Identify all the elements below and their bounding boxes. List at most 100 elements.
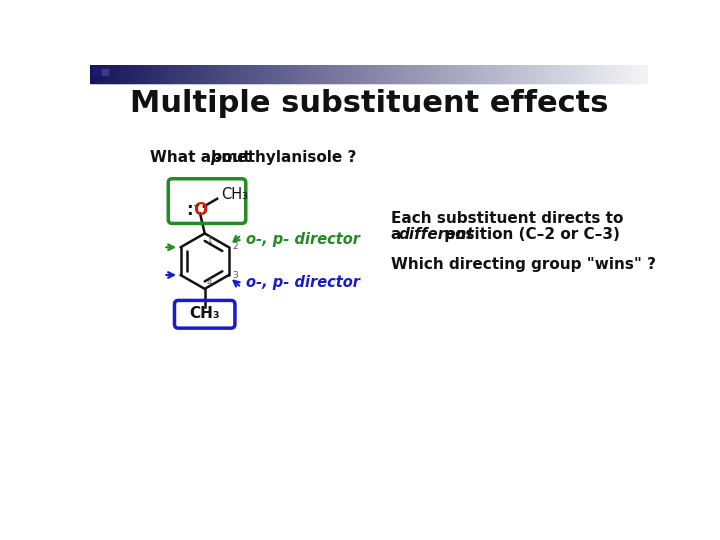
Bar (252, 65, 254, 83)
Bar (536, 65, 539, 83)
Bar (475, 65, 477, 83)
Bar (428, 65, 431, 83)
Bar (633, 65, 636, 83)
Bar (343, 65, 346, 83)
Bar (207, 65, 210, 83)
Bar (626, 65, 629, 83)
Bar (552, 65, 554, 83)
Bar (598, 65, 600, 83)
Bar (390, 65, 392, 83)
Bar (199, 65, 202, 83)
Bar (624, 65, 626, 83)
Bar (259, 65, 262, 83)
Bar (367, 65, 370, 83)
Bar (163, 65, 165, 83)
Bar (639, 65, 642, 83)
Bar (579, 65, 582, 83)
Bar (125, 65, 128, 83)
Bar (140, 65, 143, 83)
Bar (129, 65, 132, 83)
Bar (529, 65, 531, 83)
Bar (527, 65, 530, 83)
Bar (101, 65, 104, 83)
Bar (414, 65, 416, 83)
Bar (150, 65, 152, 83)
Bar (358, 65, 361, 83)
Bar (256, 65, 258, 83)
Bar (486, 65, 489, 83)
Bar (419, 65, 422, 83)
Bar (378, 65, 381, 83)
Bar (122, 65, 125, 83)
Bar (644, 65, 647, 83)
Bar (559, 65, 562, 83)
Bar (351, 65, 353, 83)
Bar (345, 65, 348, 83)
Bar (606, 65, 608, 83)
Bar (339, 65, 342, 83)
Bar (220, 65, 222, 83)
Bar (211, 65, 214, 83)
Bar (440, 65, 442, 83)
Text: -methylanisole ?: -methylanisole ? (215, 150, 356, 165)
Bar (244, 65, 247, 83)
Bar (481, 65, 483, 83)
Bar (96, 65, 98, 83)
Bar (596, 65, 598, 83)
Bar (237, 65, 240, 83)
Bar (445, 65, 448, 83)
Text: What about: What about (150, 150, 256, 165)
Bar (336, 65, 338, 83)
Bar (332, 65, 334, 83)
Bar (265, 65, 267, 83)
Bar (611, 65, 613, 83)
Bar (553, 65, 556, 83)
Text: p: p (210, 150, 221, 165)
Bar (102, 69, 108, 75)
Bar (132, 65, 135, 83)
Bar (280, 65, 282, 83)
Bar (217, 65, 219, 83)
Bar (356, 65, 359, 83)
Bar (297, 65, 299, 83)
Bar (410, 65, 413, 83)
Bar (557, 65, 559, 83)
Bar (512, 65, 515, 83)
Bar (438, 65, 441, 83)
Bar (399, 65, 401, 83)
Bar (377, 65, 379, 83)
Bar (306, 65, 308, 83)
Bar (526, 65, 528, 83)
Bar (415, 65, 418, 83)
Bar (447, 65, 450, 83)
Bar (408, 65, 410, 83)
Bar (97, 65, 100, 83)
Bar (293, 65, 295, 83)
Bar (441, 65, 444, 83)
Bar (593, 65, 595, 83)
Bar (405, 65, 407, 83)
Bar (313, 65, 316, 83)
Text: a: a (391, 227, 406, 242)
Bar (533, 65, 535, 83)
Bar (271, 65, 273, 83)
Bar (620, 65, 623, 83)
Bar (425, 65, 428, 83)
Bar (637, 65, 639, 83)
Bar (501, 65, 504, 83)
Bar (574, 65, 576, 83)
Bar (202, 65, 204, 83)
Bar (575, 65, 578, 83)
Bar (269, 65, 271, 83)
Bar (464, 65, 467, 83)
Bar (555, 65, 557, 83)
Bar (406, 65, 409, 83)
Bar (266, 65, 269, 83)
Bar (289, 65, 292, 83)
Bar (348, 65, 351, 83)
Bar (114, 65, 117, 83)
Bar (432, 65, 435, 83)
Bar (510, 65, 513, 83)
Bar (209, 65, 212, 83)
Text: Each substituent directs to: Each substituent directs to (391, 211, 623, 226)
